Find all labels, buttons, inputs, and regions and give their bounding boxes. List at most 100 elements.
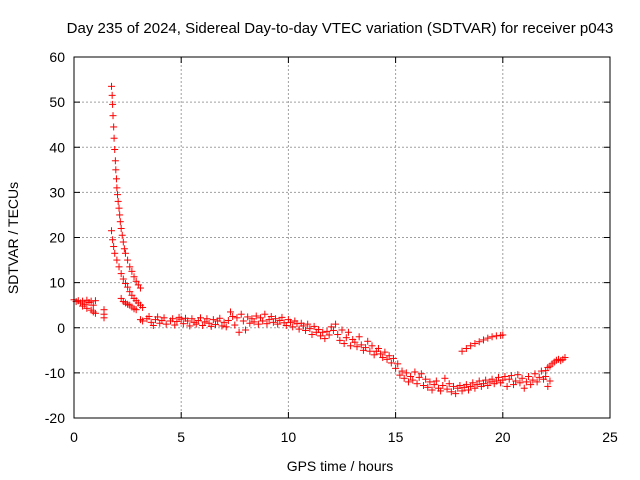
data-point (516, 379, 524, 387)
data-point (362, 344, 370, 352)
data-point (383, 355, 391, 363)
data-point (325, 331, 333, 339)
x-tick-label: 25 (602, 429, 618, 445)
data-point (113, 256, 121, 264)
data-point (520, 384, 528, 392)
data-point (111, 146, 119, 154)
data-point (132, 306, 140, 314)
data-point (531, 370, 539, 378)
data-point (452, 390, 460, 398)
data-point (233, 314, 241, 322)
data-point (377, 350, 385, 358)
data-point (110, 123, 118, 131)
data-point (462, 345, 470, 353)
data-point (385, 352, 393, 360)
data-point (173, 317, 181, 325)
grid-lines (74, 57, 610, 418)
y-tick-label: 40 (49, 139, 65, 155)
y-tick-label: 0 (57, 320, 65, 336)
data-point (334, 331, 342, 339)
data-point (387, 359, 395, 367)
data-point (462, 381, 470, 389)
data-point (417, 370, 425, 378)
data-point (310, 322, 318, 330)
data-point (227, 308, 235, 316)
data-point (422, 375, 430, 383)
data-point (199, 321, 207, 329)
data-point (121, 249, 129, 257)
data-point (546, 377, 554, 385)
data-point (192, 320, 200, 328)
data-point (402, 369, 410, 377)
data-point (145, 312, 153, 320)
data-point (355, 333, 363, 341)
data-point (126, 288, 134, 296)
x-tick-label: 10 (281, 429, 297, 445)
data-point (216, 314, 224, 322)
data-point (415, 373, 423, 381)
data-point (89, 301, 97, 309)
data-point (499, 331, 507, 339)
data-point (471, 384, 479, 392)
data-point (413, 380, 421, 388)
data-point (357, 341, 365, 349)
data-point (115, 263, 123, 271)
data-point (368, 342, 376, 350)
data-point (267, 312, 275, 320)
data-point (306, 325, 314, 333)
data-point (475, 377, 483, 385)
data-point (398, 367, 406, 375)
data-point (327, 323, 335, 331)
data-point (394, 360, 402, 368)
data-point (110, 134, 118, 142)
data-point (510, 381, 518, 389)
data-point (389, 354, 397, 362)
data-point (419, 382, 427, 390)
data-point (274, 320, 282, 328)
data-point (212, 321, 220, 329)
data-point (220, 318, 228, 326)
data-point (259, 317, 267, 325)
data-point (409, 376, 417, 384)
data-point (109, 112, 117, 120)
data-point (432, 377, 440, 385)
data-point (171, 321, 179, 329)
data-point (218, 322, 226, 330)
data-point (314, 326, 322, 334)
data-point (424, 383, 432, 391)
data-point (381, 348, 389, 356)
data-point (503, 382, 511, 390)
data-point (370, 351, 378, 359)
data-point (428, 386, 436, 394)
data-point (114, 191, 122, 199)
data-point (254, 320, 262, 328)
data-point (119, 238, 127, 246)
data-point (91, 309, 99, 317)
data-point (411, 368, 419, 376)
data-point (287, 318, 295, 326)
x-tick-label: 5 (177, 429, 185, 445)
data-point (222, 323, 230, 331)
data-point (188, 315, 196, 323)
data-point (250, 318, 258, 326)
data-point (456, 382, 464, 390)
data-point (527, 381, 535, 389)
data-point (111, 157, 119, 165)
data-point (319, 328, 327, 336)
x-tick-label: 20 (495, 429, 511, 445)
data-point (132, 277, 140, 285)
data-point (353, 343, 361, 351)
data-point (317, 332, 325, 340)
data-point (112, 166, 120, 174)
data-point (364, 337, 372, 345)
data-point (522, 378, 530, 386)
data-point (437, 387, 445, 395)
data-point (261, 310, 269, 318)
data-point (229, 312, 237, 320)
data-point (263, 320, 271, 328)
data-point (535, 373, 543, 381)
data-point (207, 322, 215, 330)
data-point (128, 267, 136, 275)
data-point (473, 381, 481, 389)
